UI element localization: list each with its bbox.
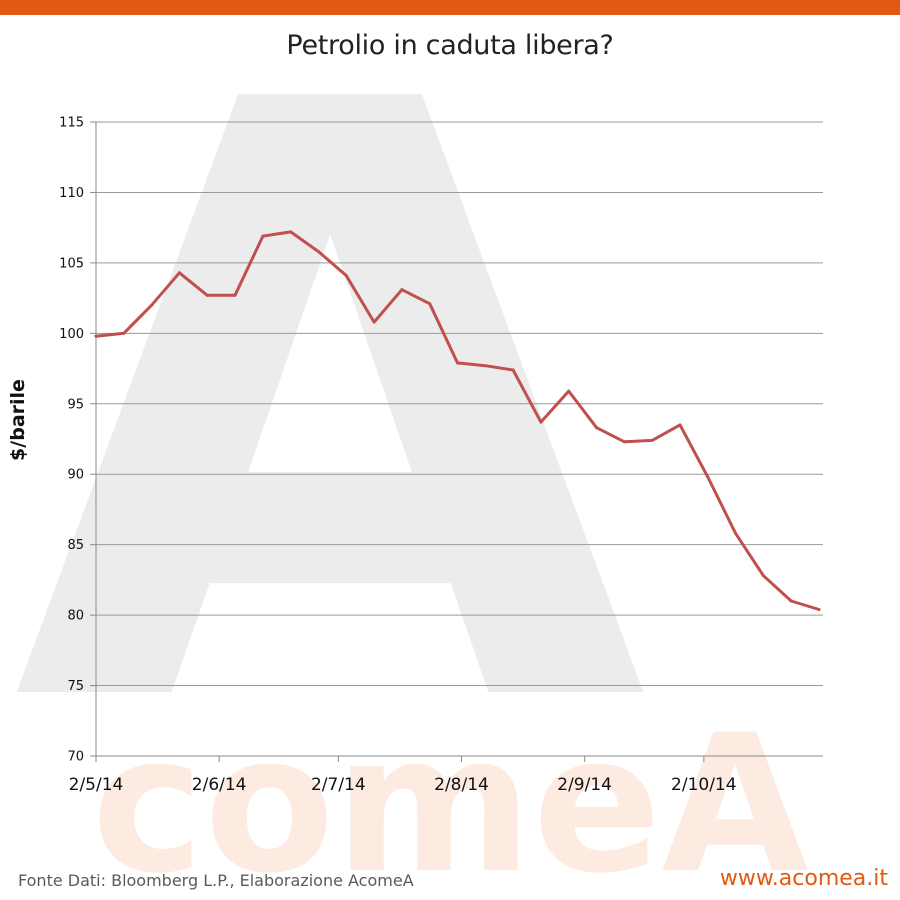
data-point <box>706 475 710 479</box>
data-point <box>233 293 237 297</box>
data-point <box>734 531 738 535</box>
y-axis-label: $/barile <box>7 379 29 461</box>
data-point <box>678 423 682 427</box>
y-axis-ticks: 70 75 80 85 90 95 100 105 110 115 <box>59 116 96 765</box>
source-note: Fonte Dati: Bloomberg L.P., Elaborazione… <box>18 871 414 890</box>
data-point <box>567 389 571 393</box>
data-point <box>761 574 765 578</box>
watermark-word: comeA <box>91 694 808 900</box>
data-point <box>372 320 376 324</box>
data-point <box>94 334 98 338</box>
y-tick-label: 105 <box>59 256 84 271</box>
y-tick-label: 80 <box>67 609 84 624</box>
data-point <box>817 607 821 611</box>
data-point <box>539 420 543 424</box>
data-point <box>511 368 515 372</box>
data-point <box>400 288 404 292</box>
y-tick-label: 75 <box>67 679 84 694</box>
x-tick-label: 2/7/14 <box>311 775 366 795</box>
x-tick-label: 2/5/14 <box>69 775 124 795</box>
gridlines <box>96 121 823 687</box>
watermark: A comeA <box>13 0 809 900</box>
data-point <box>205 293 209 297</box>
data-point <box>483 364 487 368</box>
x-tick-label: 2/6/14 <box>192 775 247 795</box>
data-point <box>122 331 126 335</box>
chart-title: Petrolio in caduta libera? <box>286 30 614 61</box>
data-point <box>595 426 599 430</box>
y-tick-label: 110 <box>59 186 84 201</box>
data-point <box>289 230 293 234</box>
x-tick-label: 2/10/14 <box>671 775 737 795</box>
data-point <box>150 303 154 307</box>
y-tick-label: 100 <box>59 327 84 342</box>
y-tick-label: 90 <box>67 468 84 483</box>
data-point <box>428 302 432 306</box>
data-point <box>456 361 460 365</box>
data-point <box>316 250 320 254</box>
y-tick-label: 85 <box>67 538 84 553</box>
x-tick-label: 2/9/14 <box>557 775 612 795</box>
data-point <box>344 274 348 278</box>
axes <box>95 122 823 757</box>
data-point <box>789 599 793 603</box>
x-axis-ticks: 2/5/14 2/6/14 2/7/14 2/8/14 2/9/14 2/10/14 <box>69 756 737 795</box>
data-point <box>261 234 265 238</box>
x-tick-label: 2/8/14 <box>434 775 489 795</box>
y-tick-label: 95 <box>67 397 84 412</box>
website-link[interactable]: www.acomea.it <box>719 866 888 891</box>
data-point <box>622 440 626 444</box>
data-point <box>650 438 654 442</box>
y-tick-label: 70 <box>67 750 84 765</box>
watermark-letter: A <box>13 0 654 886</box>
y-tick-label: 115 <box>59 116 84 131</box>
top-accent-bar <box>0 0 900 15</box>
series-group <box>94 230 821 611</box>
data-point <box>177 271 181 275</box>
